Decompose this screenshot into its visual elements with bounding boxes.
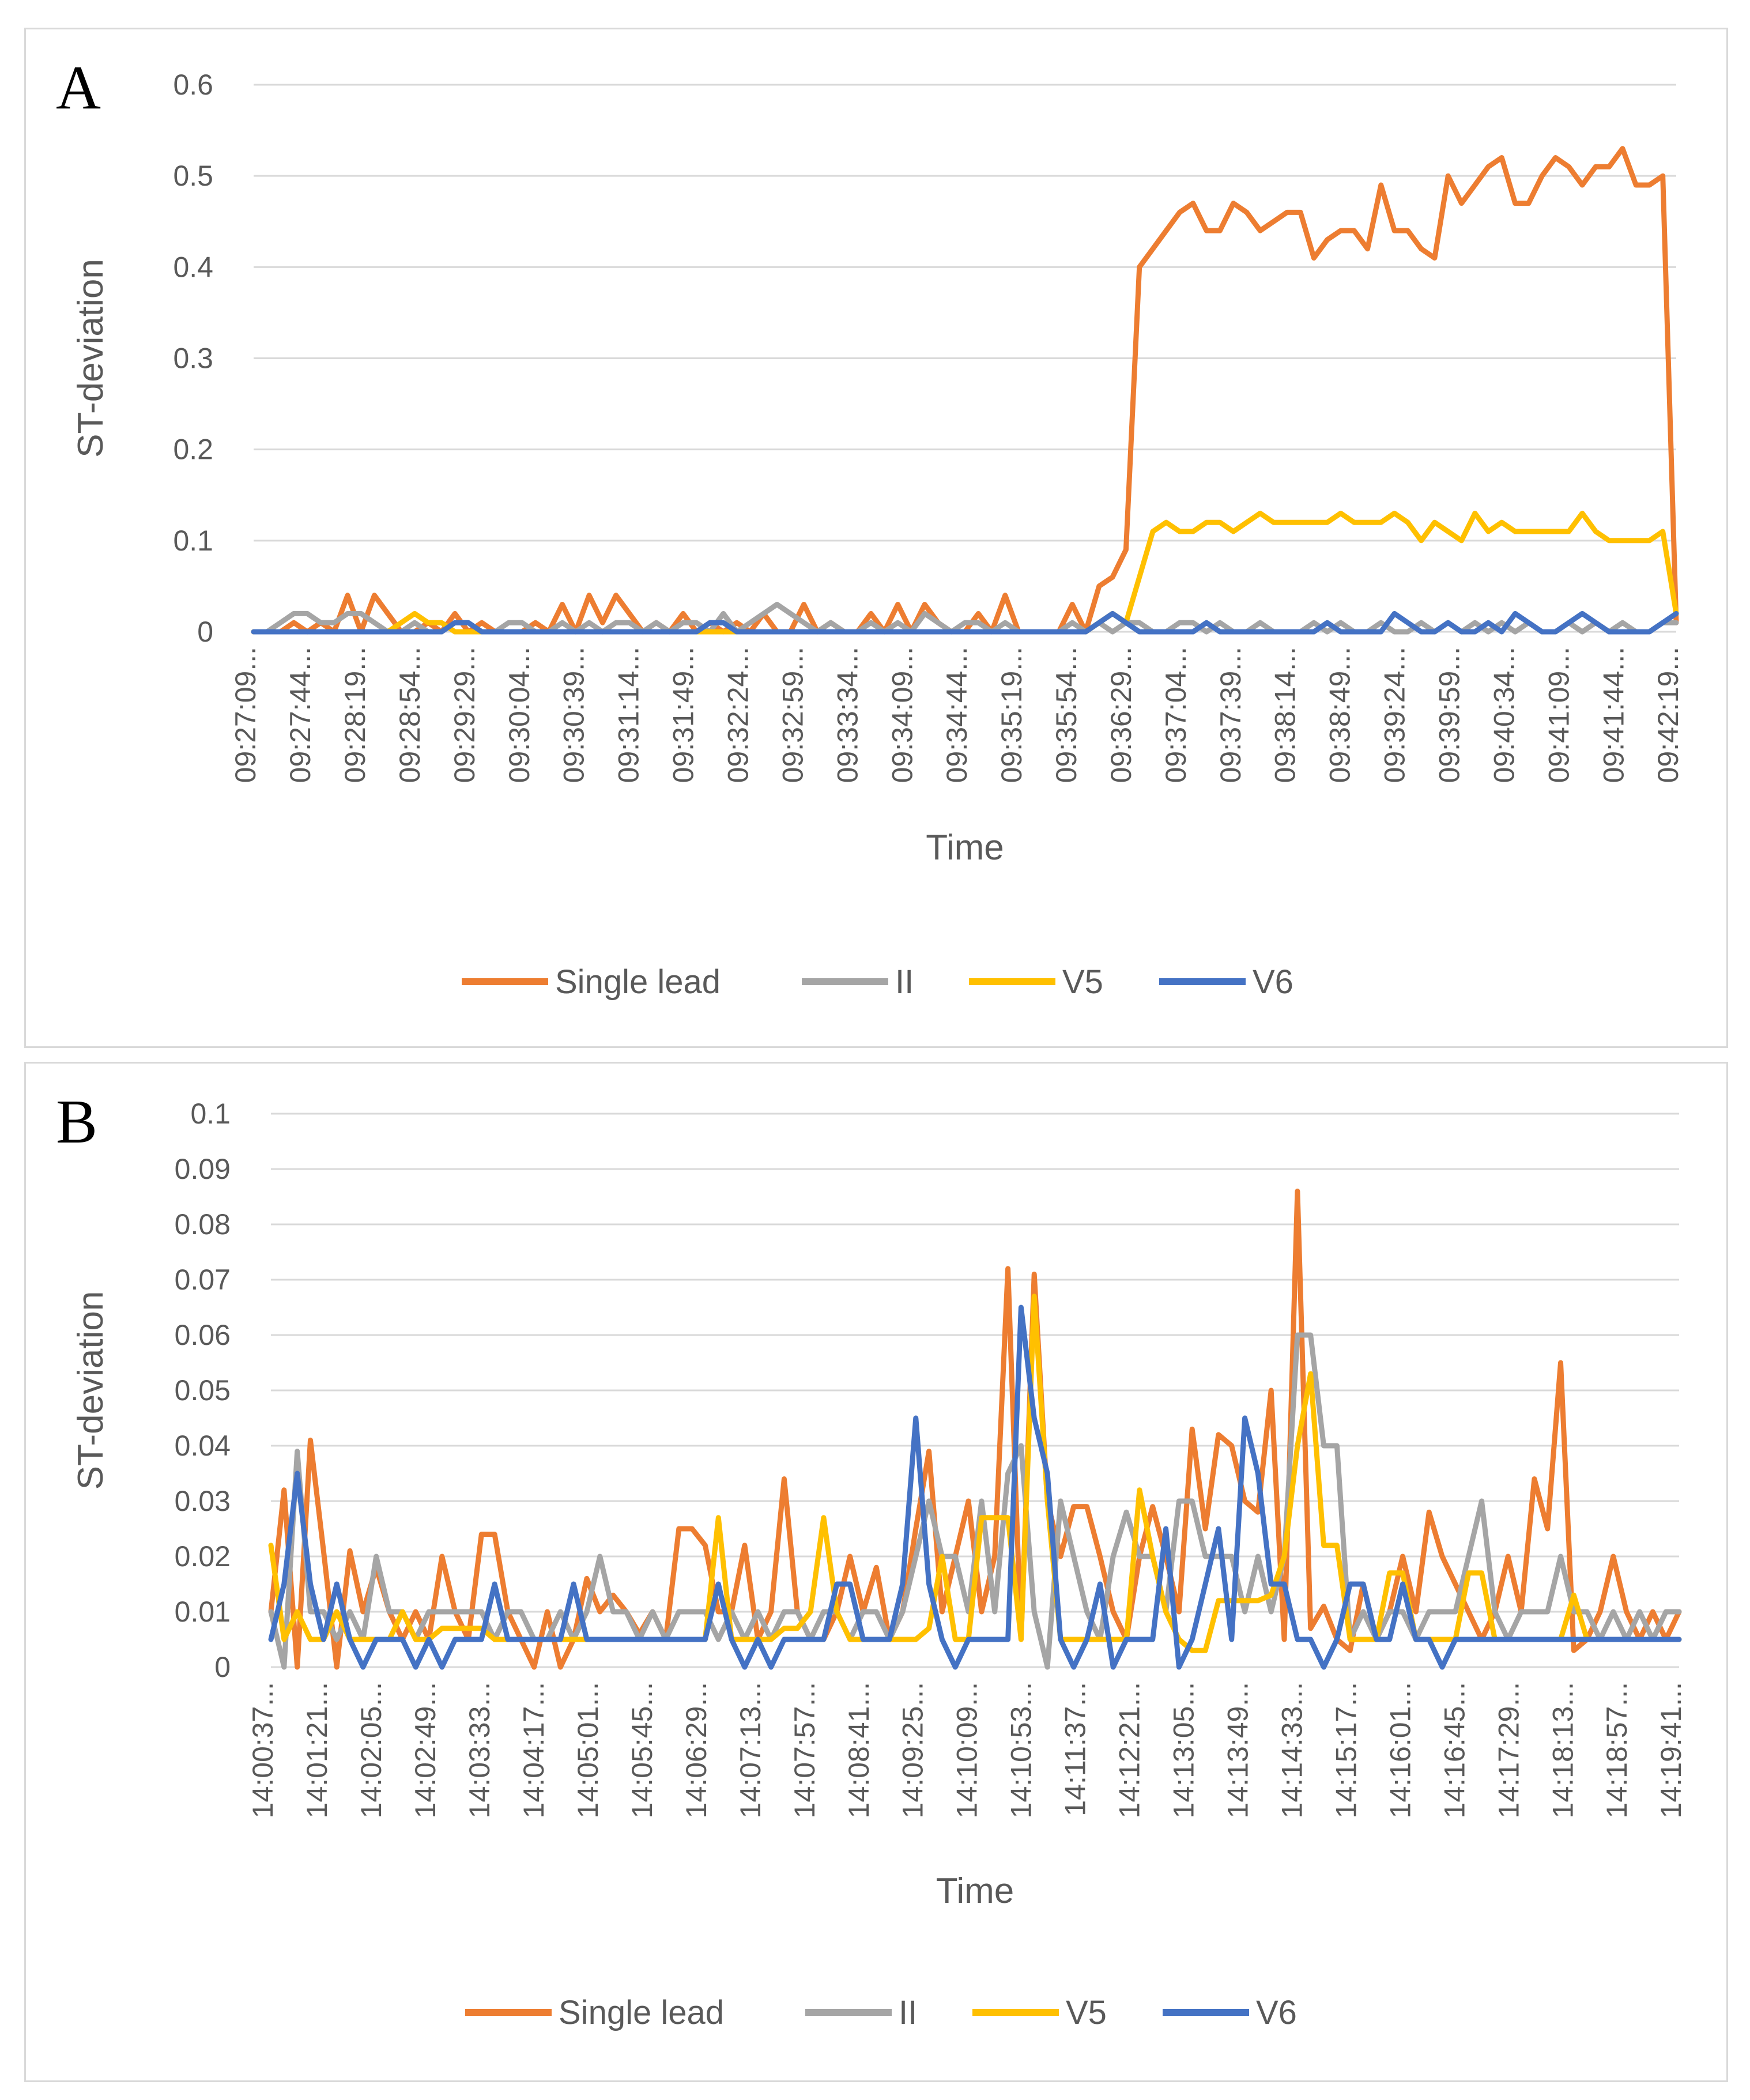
chart-a-y-tick-label: 0.2	[173, 433, 213, 466]
chart-b-x-tick-label: 14:10:53...	[1005, 1682, 1038, 1818]
chart-b-x-tick-label: 14:03:33...	[463, 1682, 496, 1818]
chart-b-y-tick-label: 0.08	[175, 1208, 231, 1241]
chart-b-svg: 0 0.01 0.02 0.03 0.04 0.05 0.06 0.07 0.08 0.09 0.1…	[71, 1098, 1687, 2031]
chart-b-x-tick-label: 14:07:57...	[789, 1682, 821, 1818]
chart-a-x-tick-label: 09:40:34...	[1488, 647, 1520, 783]
chart-b-y-tick-label: 0	[214, 1651, 231, 1683]
chart-b-y-tick-label: 0.02	[175, 1540, 231, 1573]
chart-b-x-tick-label: 14:04:17...	[518, 1682, 550, 1818]
chart-a-y-tick-label: 0.5	[173, 160, 213, 192]
chart-a-y-tick-label: 0.1	[173, 525, 213, 557]
chart-a-legend-label-ii: II	[895, 963, 914, 1001]
chart-b-y-axis-title: ST-deviation	[71, 1291, 111, 1490]
chart-b-y-tick-label: 0.03	[175, 1485, 231, 1517]
chart-b-x-tick-label: 14:13:49...	[1222, 1682, 1254, 1818]
chart-a-x-tick-label: 09:37:04...	[1160, 647, 1192, 783]
chart-b-y-tick-label: 0.07	[175, 1264, 231, 1296]
chart-b-x-tick-label: 14:00:37...	[247, 1682, 279, 1818]
panel-label-a: A	[56, 54, 101, 122]
chart-a-series-v5	[251, 510, 1679, 635]
chart-a-legend-label-v6: V6	[1253, 963, 1293, 1001]
chart-panel-b: B 0 0.01 0.02 0.03 0.04 0.05 0.06 0.07 0.08 0.09 0…	[24, 1062, 1728, 2082]
chart-b-x-axis-title: Time	[936, 1871, 1014, 1911]
chart-a-svg: 0 0.1 0.2 0.3 0.4 0.5 0.6 09:27:09... 09:27:44..…	[71, 69, 1684, 1001]
chart-a-x-tick-label: 09:34:09...	[886, 647, 918, 783]
chart-b-x-tick-label: 14:12:21...	[1114, 1682, 1146, 1818]
chart-b-x-tick-label: 14:14:33...	[1276, 1682, 1308, 1818]
chart-a-x-tick-label: 09:32:59...	[776, 647, 809, 783]
chart-a-x-tick-label: 09:28:54...	[394, 647, 426, 783]
chart-a-x-tick-label: 09:42:19...	[1652, 647, 1684, 783]
chart-a-x-tick-label: 09:27:09...	[229, 647, 262, 783]
chart-a-y-tick-label: 0.4	[173, 251, 213, 283]
chart-b-x-tick-label: 14:18:57...	[1601, 1682, 1633, 1818]
chart-b-y-tick-label: 0.04	[175, 1430, 231, 1462]
chart-a-x-tick-label: 09:34:44...	[941, 647, 973, 783]
chart-a-y-axis-title: ST-deviation	[71, 259, 111, 458]
chart-a-x-tick-label: 09:27:44...	[284, 647, 316, 783]
chart-a-series-single-lead	[251, 146, 1679, 635]
chart-a-legend-label-single-lead: Single lead	[555, 963, 721, 1001]
chart-a-x-tick-label: 09:29:29...	[448, 647, 481, 783]
chart-b-x-tick-label: 14:02:49...	[409, 1682, 442, 1818]
chart-b-x-tick-label: 14:16:01...	[1384, 1682, 1416, 1818]
chart-a-series-v6	[251, 610, 1679, 635]
chart-a-x-tick-label: 09:31:49...	[667, 647, 700, 783]
chart-a-x-axis-title: Time	[926, 828, 1004, 868]
chart-b-x-tick-label: 14:18:13...	[1547, 1682, 1579, 1818]
chart-b-x-tick-label: 14:05:01...	[572, 1682, 604, 1818]
chart-b-x-tick-label: 14:13:05...	[1168, 1682, 1200, 1818]
chart-a-legend-label-v5: V5	[1062, 963, 1103, 1001]
chart-b-legend-label-ii: II	[899, 1994, 917, 2031]
chart-b-x-tick-label: 14:01:21...	[301, 1682, 333, 1818]
chart-b-x-tick-label: 14:05:45...	[626, 1682, 658, 1818]
chart-b-x-tick-label: 14:06:29...	[680, 1682, 712, 1818]
chart-b-legend-label-v6: V6	[1256, 1994, 1297, 2031]
chart-a-x-tick-label: 09:39:24...	[1379, 647, 1411, 783]
chart-b-series-v5	[268, 1294, 1682, 1653]
chart-a-y-tick-label: 0.3	[173, 342, 213, 375]
chart-b-x-tick-label: 14:09:25...	[897, 1682, 929, 1818]
chart-b-y-tick-label: 0.09	[175, 1153, 231, 1185]
chart-b-legend-label-single-lead: Single lead	[559, 1994, 724, 2031]
chart-a-x-tick-label: 09:36:29...	[1105, 647, 1137, 783]
chart-a-x-tick-label: 09:41:09...	[1542, 647, 1575, 783]
chart-a-x-tick-label: 09:41:44...	[1597, 647, 1630, 783]
chart-b-x-tick-label: 14:15:17...	[1330, 1682, 1362, 1818]
chart-a-y-tick-label: 0.6	[173, 69, 213, 101]
chart-a-x-tick-label: 09:35:19...	[995, 647, 1028, 783]
chart-b-series-v6	[268, 1305, 1682, 1670]
chart-panel-a: A 0 0.1 0.2 0.3 0.4 0.5 0.6 09:27:09... 09:27:44…	[24, 28, 1728, 1048]
chart-a-x-tick-label: 09:35:54...	[1050, 647, 1083, 783]
chart-b-x-tick-label: 14:08:41...	[843, 1682, 875, 1818]
chart-b-x-tick-label: 14:10:09...	[951, 1682, 983, 1818]
chart-b-x-tick-label: 14:02:05...	[355, 1682, 387, 1818]
chart-a-x-tick-label: 09:32:24...	[722, 647, 755, 783]
chart-a-x-tick-label: 09:38:49...	[1324, 647, 1356, 783]
chart-b-x-tick-label: 14:17:29...	[1492, 1682, 1525, 1818]
chart-b-x-tick-label: 14:19:41...	[1655, 1682, 1687, 1818]
chart-b-x-tick-label: 14:16:45...	[1438, 1682, 1470, 1818]
panel-label-b: B	[56, 1088, 98, 1156]
chart-b-x-tick-label: 14:11:37...	[1059, 1682, 1092, 1816]
chart-a-x-tick-label: 09:33:34...	[831, 647, 863, 783]
chart-a-x-tick-label: 09:37:39...	[1215, 647, 1247, 783]
chart-a-y-tick-label: 0	[197, 616, 213, 648]
chart-b-y-tick-label: 0.06	[175, 1319, 231, 1351]
chart-b-y-tick-label: 0.1	[190, 1098, 231, 1130]
chart-a-x-tick-label: 09:31:14...	[613, 647, 645, 783]
chart-a-x-tick-label: 09:30:04...	[503, 647, 535, 783]
chart-a-x-tick-label: 09:28:19...	[339, 647, 371, 783]
chart-b-legend-label-v5: V5	[1066, 1994, 1107, 2031]
chart-b-y-tick-label: 0.05	[175, 1374, 231, 1407]
chart-b-y-tick-label: 0.01	[175, 1596, 231, 1628]
chart-b-x-tick-label: 14:07:13...	[734, 1682, 767, 1818]
chart-a-x-tick-label: 09:39:59...	[1434, 647, 1466, 783]
chart-a-x-tick-label: 09:30:39...	[558, 647, 590, 783]
chart-a-x-tick-label: 09:38:14...	[1269, 647, 1302, 783]
